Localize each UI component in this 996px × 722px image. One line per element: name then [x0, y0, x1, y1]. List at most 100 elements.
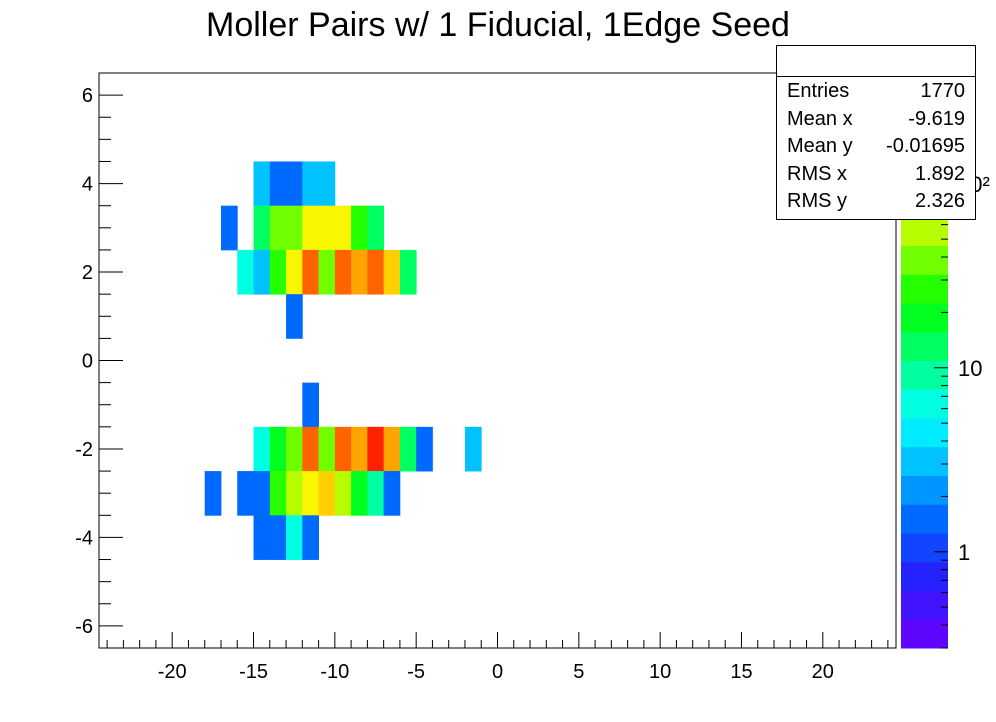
heatmap-bin	[351, 471, 368, 516]
color-scale-label: 10	[958, 356, 982, 381]
heatmap-bin	[318, 471, 336, 516]
color-scale-step	[901, 590, 948, 620]
stats-label: Entries	[787, 80, 850, 102]
color-scale-step	[901, 504, 948, 534]
x-tick-label: 0	[492, 661, 503, 683]
x-tick-label: 15	[730, 661, 752, 683]
stats-label: RMS y	[787, 190, 847, 212]
heatmap-bin	[286, 249, 303, 295]
chart-title: Moller Pairs w/ 1 Fiducial, 1Edge Seed	[206, 6, 790, 44]
color-scale-step	[901, 274, 948, 304]
heatmap-bin	[351, 249, 368, 295]
heatmap-bin	[302, 249, 319, 295]
color-scale-step	[901, 619, 948, 649]
heatmap-bin	[286, 515, 303, 560]
heatmap-bin	[269, 471, 287, 516]
stats-value: 1770	[920, 80, 966, 102]
y-tick-label: -6	[75, 616, 93, 638]
color-scale-step	[901, 475, 948, 505]
heatmap-bin	[334, 249, 352, 295]
heatmap-bin	[286, 205, 303, 251]
heatmap-bin	[237, 249, 254, 295]
y-tick-label: 4	[82, 174, 93, 196]
stats-label: RMS x	[787, 162, 847, 185]
stats-value: -0.01695	[886, 135, 965, 157]
stats-row-mean-x: Mean x -9.619	[777, 105, 975, 133]
x-tick-label: -5	[407, 661, 425, 683]
x-tick-label: 10	[649, 661, 671, 683]
heatmap-bin	[399, 426, 417, 472]
y-tick-label: 2	[82, 262, 93, 284]
heatmap-bin	[383, 249, 401, 295]
x-tick-label: -15	[239, 661, 268, 683]
heatmap-bin	[367, 205, 385, 251]
heatmap-bin	[253, 161, 271, 207]
heatmap-bin	[367, 471, 385, 516]
stats-box: Entries 1770 Mean x -9.619 Mean y -0.016…	[776, 45, 976, 220]
color-scale-step	[901, 216, 948, 246]
heatmap-bin	[269, 161, 287, 207]
heatmap-bin	[286, 294, 303, 339]
heatmap-bin	[302, 161, 319, 207]
heatmap-bin	[286, 426, 303, 472]
color-scale-step	[901, 360, 948, 390]
heatmap-bin	[253, 515, 271, 560]
heatmap-bin	[253, 426, 271, 472]
stats-row-entries: Entries 1770	[777, 77, 975, 105]
heatmap-bin	[464, 426, 482, 472]
color-scale-step	[901, 389, 948, 419]
heatmap-bin	[367, 426, 385, 472]
heatmap-bin	[351, 205, 368, 251]
stats-value: 2.326	[914, 190, 965, 212]
heatmap-bin	[383, 426, 401, 472]
color-scale-step	[901, 533, 948, 563]
heatmap-bin	[334, 205, 352, 251]
heatmap-bin	[351, 426, 368, 472]
heatmap-bin	[286, 161, 303, 207]
heatmap-bin	[269, 249, 287, 295]
heatmap-bin	[416, 426, 433, 472]
heatmap-bin	[302, 471, 319, 516]
heatmap-bin	[367, 249, 385, 295]
color-scale-step	[901, 561, 948, 591]
heatmap-bin	[220, 205, 238, 251]
y-tick-label: -2	[75, 439, 93, 461]
x-tick-label: -10	[320, 661, 349, 683]
heatmap-bin	[302, 426, 319, 472]
x-tick-label: 5	[573, 661, 584, 683]
y-tick-label: 6	[82, 85, 93, 107]
x-tick-label: 20	[812, 661, 834, 683]
stats-value: -9.619	[908, 107, 965, 130]
heatmap-bin	[269, 426, 287, 472]
stats-value: 1.892	[914, 162, 965, 185]
heatmap-bin	[318, 426, 336, 472]
stats-row-rms-y: RMS y 2.326	[777, 187, 975, 215]
y-tick-label: -4	[75, 527, 93, 549]
stats-header	[777, 46, 975, 77]
bins-layer	[204, 161, 482, 560]
heatmap-bin	[286, 471, 303, 516]
heatmap-bin	[318, 161, 336, 207]
heatmap-bin	[302, 205, 319, 251]
x-tick-label: -20	[158, 661, 187, 683]
heatmap-bin	[253, 471, 271, 516]
heatmap-bin	[253, 249, 271, 295]
heatmap-bin	[399, 249, 417, 295]
heatmap-bin	[383, 471, 401, 516]
stats-row-mean-y: Mean y -0.01695	[777, 132, 975, 160]
heatmap-bin	[204, 471, 222, 516]
heatmap-bin	[302, 515, 319, 560]
heatmap-bin	[318, 249, 336, 295]
stats-label: Mean x	[787, 107, 853, 130]
heatmap-bin	[269, 515, 287, 560]
color-scale-step	[901, 446, 948, 476]
color-scale-step	[901, 418, 948, 448]
heatmap-bin	[334, 471, 352, 516]
heatmap-bin	[334, 426, 352, 472]
color-scale-label: 1	[958, 540, 970, 565]
stats-row-rms-x: RMS x 1.892	[777, 160, 975, 188]
y-tick-label: 0	[82, 351, 93, 373]
color-scale-step	[901, 303, 948, 333]
stats-label: Mean y	[787, 135, 853, 157]
color-scale-step	[901, 331, 948, 361]
